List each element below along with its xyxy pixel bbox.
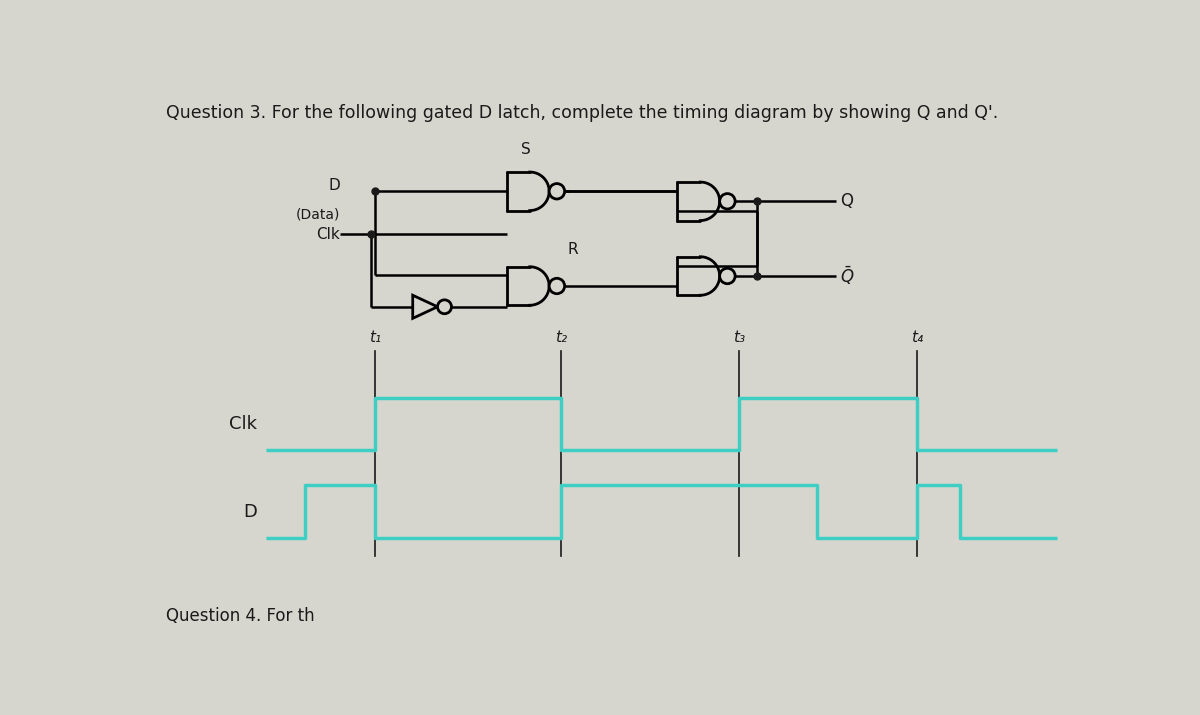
Text: Clk: Clk	[316, 227, 340, 242]
Text: Question 3. For the following gated D latch, complete the timing diagram by show: Question 3. For the following gated D la…	[166, 104, 997, 122]
Text: S: S	[521, 142, 530, 157]
Circle shape	[550, 278, 565, 294]
Text: D: D	[328, 177, 340, 192]
Text: t₁: t₁	[368, 330, 380, 345]
Text: Clk: Clk	[229, 415, 257, 433]
Circle shape	[720, 194, 736, 209]
Text: (Data): (Data)	[295, 207, 340, 222]
Text: t₃: t₃	[733, 330, 745, 345]
Text: Question 4. For th: Question 4. For th	[166, 607, 314, 625]
Text: R: R	[568, 242, 577, 257]
Text: Q: Q	[840, 192, 853, 210]
Circle shape	[550, 184, 565, 199]
Text: $\bar{Q}$: $\bar{Q}$	[840, 265, 854, 287]
Text: t₂: t₂	[554, 330, 566, 345]
Text: t₄: t₄	[911, 330, 923, 345]
Text: D: D	[244, 503, 257, 521]
Circle shape	[720, 268, 736, 284]
Circle shape	[438, 300, 451, 314]
